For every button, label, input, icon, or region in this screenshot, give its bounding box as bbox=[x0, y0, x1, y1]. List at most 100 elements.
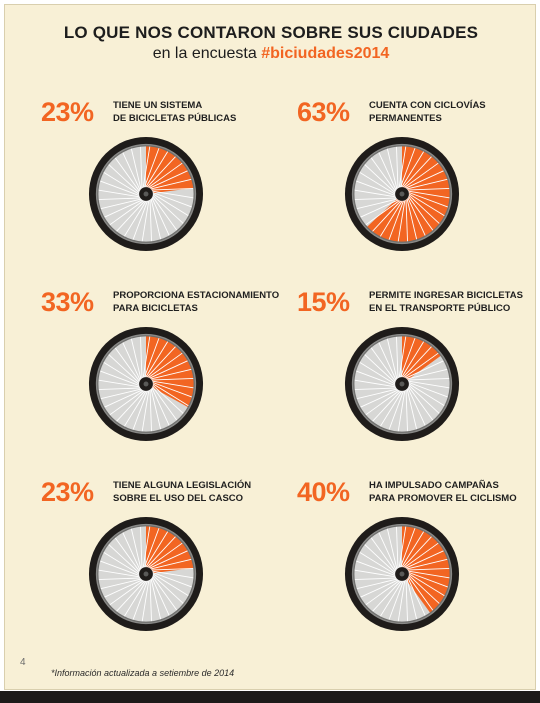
wheel-spoke bbox=[150, 188, 194, 191]
stat-description-line: DE BICICLETAS PÚBLICAS bbox=[113, 113, 237, 124]
stat-description-line: HA IMPULSADO CAMPAÑAS bbox=[369, 480, 499, 491]
wheel-spoke bbox=[143, 147, 160, 189]
wheel-spoke bbox=[130, 528, 142, 571]
wheel-spoke bbox=[151, 575, 178, 611]
wheel-spoke bbox=[130, 338, 142, 381]
wheel-spoke bbox=[123, 389, 148, 428]
wheel-spoke bbox=[141, 198, 150, 243]
wheel-spoke bbox=[151, 381, 193, 398]
wheel-spoke bbox=[406, 188, 450, 191]
wheel-spoke bbox=[407, 381, 449, 398]
wheel-spoke bbox=[396, 526, 399, 570]
wheel-spoke bbox=[98, 577, 142, 580]
wheel-spoke bbox=[353, 569, 398, 578]
wheel-spoke bbox=[122, 151, 142, 192]
stat-description-line: PERMANENTES bbox=[369, 113, 442, 124]
wheel-spoke bbox=[149, 388, 152, 432]
wheel-spoke bbox=[132, 579, 149, 621]
subtitle-prefix: en la encuesta bbox=[152, 45, 257, 62]
stat-description-line: PERMITE INGRESAR BICICLETAS bbox=[369, 290, 523, 301]
bicycle-wheel-chart bbox=[344, 136, 460, 252]
wheel-spoke bbox=[407, 191, 449, 208]
wheel-spoke bbox=[114, 537, 141, 573]
wheel-spoke bbox=[407, 192, 446, 217]
wheel-spoke bbox=[403, 542, 439, 569]
wheel-spoke bbox=[151, 571, 193, 588]
bicycle-wheel-chart bbox=[344, 326, 460, 442]
wheel-spoke bbox=[97, 379, 142, 388]
wheel-spoke bbox=[401, 155, 433, 189]
wheel-spoke bbox=[115, 389, 147, 423]
wheel-spoke bbox=[405, 558, 448, 570]
wheel-spoke bbox=[358, 551, 397, 576]
wheel-spoke bbox=[407, 195, 434, 231]
wheel-spoke bbox=[148, 170, 189, 190]
wheel-spoke bbox=[151, 195, 178, 231]
wheel-spoke bbox=[149, 578, 152, 622]
wheel-spoke bbox=[359, 578, 400, 598]
wheel-spoke bbox=[150, 577, 162, 620]
wheel-spoke bbox=[123, 199, 148, 238]
wheel-spoke bbox=[396, 336, 399, 380]
wheel-spoke bbox=[109, 389, 145, 416]
wheel-spoke bbox=[145, 345, 177, 379]
wheel-spoke bbox=[109, 579, 145, 606]
wheel-spoke bbox=[363, 543, 397, 575]
wheel-spoke bbox=[141, 388, 150, 433]
stat-description-line: EN EL TRANSPORTE PÚBLICO bbox=[369, 303, 511, 314]
stat-percent: 40% bbox=[297, 477, 350, 507]
wheel-spoke bbox=[363, 353, 397, 385]
wheel-spoke bbox=[404, 170, 445, 190]
wheel-spoke bbox=[370, 157, 397, 193]
wheel-spoke bbox=[100, 578, 143, 590]
stat-description: CUENTA CON CICLOVÍAS PERMANENTES bbox=[369, 99, 540, 125]
wheel-spoke bbox=[401, 535, 433, 569]
wheel-spoke bbox=[150, 380, 195, 389]
wheel-spoke bbox=[378, 531, 398, 572]
wheel-spoke bbox=[97, 189, 142, 198]
wheel-axle bbox=[399, 381, 405, 387]
wheel-spoke bbox=[365, 579, 401, 606]
wheel-spoke bbox=[388, 579, 405, 621]
bicycle-wheel-chart bbox=[88, 326, 204, 442]
wheel-spoke bbox=[370, 537, 397, 573]
stat-description: TIENE ALGUNA LEGISLACIÓN SOBRE EL USO DE… bbox=[113, 479, 291, 505]
wheel-spoke bbox=[406, 197, 418, 240]
stat-description: HA IMPULSADO CAMPAÑAS PARA PROMOVER EL C… bbox=[369, 479, 540, 505]
wheel-spoke bbox=[102, 551, 141, 576]
wheel-spoke bbox=[407, 572, 446, 597]
wheel-axle bbox=[143, 191, 149, 197]
wheel-spoke bbox=[406, 568, 450, 571]
wheel-inner-rim bbox=[353, 525, 451, 623]
wheel-axle bbox=[399, 191, 405, 197]
footnote: *Información actualizada a setiembre de … bbox=[51, 668, 235, 678]
wheel-spoke bbox=[143, 527, 160, 569]
stat-panel: 40% HA IMPULSADO CAMPAÑAS PARA PROMOVER … bbox=[297, 477, 540, 667]
wheel-spoke bbox=[404, 360, 445, 380]
wheel-spoke bbox=[142, 525, 151, 570]
stat-percent: 23% bbox=[41, 477, 94, 507]
wheel-spoke bbox=[150, 576, 170, 617]
wheel-spoke bbox=[396, 146, 399, 190]
wheel-spoke bbox=[123, 579, 148, 618]
wheel-spoke bbox=[147, 352, 183, 379]
wheel-spoke bbox=[145, 155, 177, 189]
wheel-spoke bbox=[371, 389, 403, 423]
wheel-spoke bbox=[107, 163, 141, 195]
bicycle-wheel-chart bbox=[344, 516, 460, 632]
wheel-spoke bbox=[397, 578, 406, 623]
wheel-spoke bbox=[405, 368, 448, 380]
wheel-inner-rim bbox=[97, 525, 195, 623]
wheel-spoke bbox=[398, 525, 407, 570]
wheel-inner-rim bbox=[97, 335, 195, 433]
wheel-axle bbox=[399, 571, 405, 577]
wheel-spoke bbox=[406, 378, 450, 381]
wheel-spoke bbox=[406, 386, 426, 427]
wheel-spoke bbox=[132, 389, 149, 431]
wheel-spoke bbox=[142, 335, 151, 380]
page-subtitle: en la encuesta #biciudades2014 bbox=[5, 45, 537, 63]
wheel-spoke bbox=[354, 577, 398, 580]
wheel-spoke bbox=[150, 196, 170, 237]
wheel-spoke bbox=[353, 189, 398, 198]
wheel-spoke bbox=[406, 577, 418, 620]
